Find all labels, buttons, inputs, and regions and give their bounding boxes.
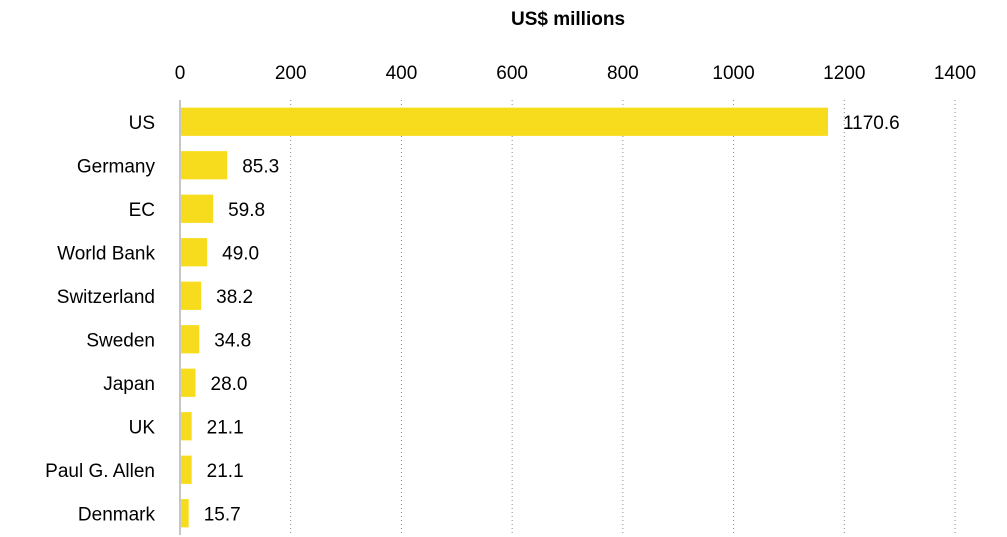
- bar-paul-g-allen: [181, 455, 192, 484]
- value-label: 85.3: [242, 156, 279, 177]
- x-tick-label: 0: [175, 63, 186, 84]
- category-label: Japan: [103, 374, 155, 395]
- category-label: US: [129, 113, 155, 134]
- bar-sweden: [181, 325, 200, 354]
- bar-us: [181, 107, 829, 136]
- value-label: 59.8: [228, 200, 265, 221]
- bar-denmark: [181, 499, 189, 528]
- x-tick-label: 1200: [823, 63, 865, 84]
- bars: [181, 107, 829, 528]
- category-label: Denmark: [78, 504, 156, 525]
- x-tick-label: 200: [275, 63, 307, 84]
- bar-world-bank: [181, 238, 208, 267]
- category-label: World Bank: [57, 243, 155, 264]
- value-label: 38.2: [216, 287, 253, 308]
- gridlines: [290, 100, 956, 535]
- x-tick-label: 1000: [712, 63, 754, 84]
- x-tick-label: 800: [607, 63, 639, 84]
- x-axis-title: US$ millions: [511, 9, 625, 30]
- value-label: 21.1: [207, 461, 244, 482]
- value-label: 28.0: [211, 374, 248, 395]
- value-labels: 1170.6 85.3 59.8 49.0 38.2 34.8 28.0 21.1 21.1 15…: [204, 113, 900, 526]
- category-label: Switzerland: [57, 287, 155, 308]
- value-label: 21.1: [207, 417, 244, 438]
- bar-switzerland: [181, 281, 202, 310]
- category-label: Sweden: [86, 330, 155, 351]
- bar-uk: [181, 412, 192, 441]
- value-label: 15.7: [204, 504, 241, 525]
- category-label: Paul G. Allen: [45, 461, 155, 482]
- x-tick-label: 1400: [934, 63, 976, 84]
- x-tick-label: 600: [496, 63, 528, 84]
- bar-japan: [181, 368, 196, 397]
- category-label: UK: [129, 417, 156, 438]
- value-label: 49.0: [222, 243, 259, 264]
- bar-ec: [181, 194, 214, 223]
- bar-germany: [181, 151, 228, 180]
- value-label: 1170.6: [843, 113, 900, 134]
- x-tick-label: 400: [386, 63, 418, 84]
- category-labels: US Germany EC World Bank Switzerland Sweden Ja…: [45, 113, 155, 526]
- value-label: 34.8: [214, 330, 251, 351]
- category-label: EC: [129, 200, 155, 221]
- category-label: Germany: [77, 156, 156, 177]
- x-axis-ticks: 0 200 400 600 800 1000 1200 1400: [175, 63, 976, 84]
